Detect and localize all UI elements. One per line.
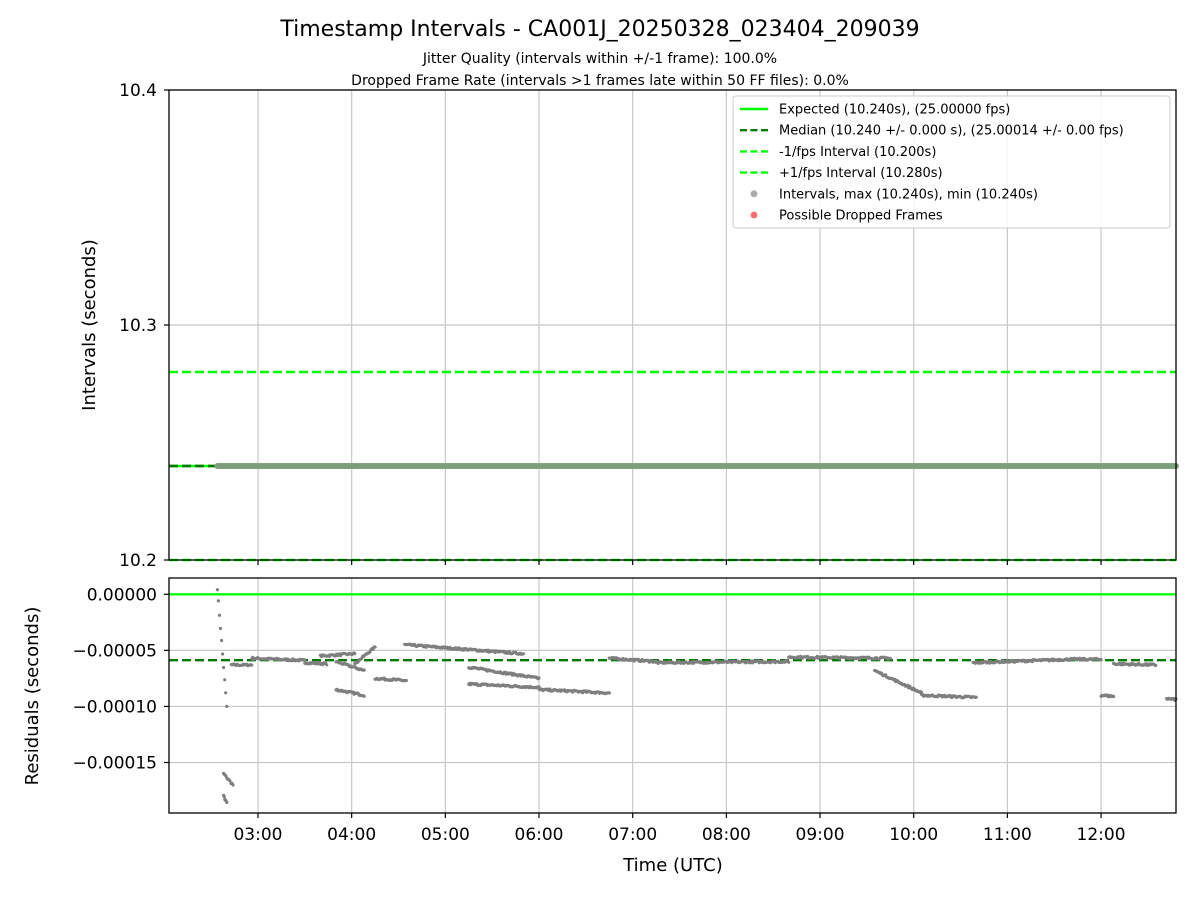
residual-point (224, 774, 228, 778)
x-axis-ticks: 03:00 04:00 05:00 06:00 07:00 08:00 09:00 10:00… (233, 813, 1126, 845)
legend-label: +1/fps Interval (10.280s) (779, 166, 943, 181)
residuals-grid (169, 578, 1176, 813)
residual-point (222, 665, 226, 670)
intervals-y-ticks: 10.2 10.3 10.4 (119, 81, 1102, 571)
residual-point (888, 656, 892, 660)
residual-point (250, 663, 254, 667)
residual-point (221, 652, 225, 656)
residuals-y-axis-label: Residuals (seconds) (22, 607, 43, 786)
x-tick-label: 08:00 (702, 825, 751, 845)
residual-point (222, 795, 226, 799)
x-tick-label: 12:00 (1077, 825, 1126, 845)
residual-point (228, 779, 232, 783)
residual-point (303, 658, 307, 662)
residual-point (371, 647, 375, 652)
residuals-y-tick-label: 0.00000 (87, 585, 157, 605)
residual-point (217, 613, 222, 617)
legend-marker (750, 211, 758, 219)
legend-label: Expected (10.240s), (25.00000 fps) (779, 103, 1010, 118)
residual-point (362, 694, 366, 698)
x-axis-label: Time (UTC) (622, 855, 723, 876)
residuals-y-ticks: 0.00000 −0.00005 −0.00010 −0.00015 (72, 585, 169, 774)
legend-label: Intervals, max (10.240s), min (10.240s) (779, 187, 1038, 202)
residuals-y-tick-label: −0.00010 (72, 697, 157, 717)
residual-point (220, 638, 224, 643)
residual-point (218, 626, 223, 631)
residual-point (223, 678, 227, 682)
x-tick-label: 06:00 (515, 825, 564, 845)
legend: Expected (10.240s), (25.00000 fps) Median… (732, 95, 1171, 229)
x-tick-label: 09:00 (796, 825, 845, 845)
residual-point (225, 704, 229, 709)
x-tick-label: 04:00 (327, 825, 376, 845)
intervals-y-tick-label: 10.2 (119, 551, 157, 571)
legend-box (732, 95, 1171, 229)
legend-label: Possible Dropped Frames (779, 209, 943, 224)
legend-label: -1/fps Interval (10.200s) (779, 145, 936, 160)
residuals-frame (168, 577, 1177, 814)
residual-point (974, 695, 978, 699)
residual-point (353, 652, 357, 656)
chart-subtitle-dropped: Dropped Frame Rate (intervals >1 frames … (351, 73, 849, 89)
residual-point (1154, 663, 1158, 668)
legend-label: Median (10.240 +/- 0.000 s), (25.00014 +… (779, 124, 1124, 139)
residual-point (362, 668, 366, 672)
residual-point (787, 660, 791, 664)
intervals-y-tick-label: 10.3 (119, 316, 157, 336)
residual-point (521, 652, 526, 656)
residual-point (537, 676, 541, 680)
x-tick-label: 03:00 (233, 825, 282, 845)
residual-point (404, 678, 408, 683)
residuals-y-tick-label: −0.00005 (72, 641, 157, 661)
intervals-y-tick-label: 10.4 (119, 81, 157, 101)
chart-subtitle-jitter: Jitter Quality (intervals within +/-1 fr… (422, 51, 777, 67)
residual-point (215, 588, 219, 592)
residual-point (607, 691, 611, 695)
residuals-y-tick-label: −0.00015 (72, 754, 157, 774)
x-tick-label: 05:00 (421, 825, 470, 845)
intervals-panel: 10.2 10.3 10.4 Intervals (seconds) (79, 81, 1179, 571)
chart-title: Timestamp Intervals - CA001J_20250328_02… (279, 17, 919, 42)
residual-point (325, 663, 329, 667)
residual-point (1099, 658, 1103, 662)
residual-point (373, 645, 377, 649)
residual-point (216, 599, 220, 603)
residual-point (1112, 694, 1116, 699)
residuals-points (215, 588, 1178, 805)
legend-marker (750, 190, 758, 198)
x-tick-label: 07:00 (608, 825, 657, 845)
residual-point (225, 800, 229, 805)
x-tick-label: 10:00 (889, 825, 938, 845)
residuals-panel: 0.00000 −0.00005 −0.00010 −0.00015 03:00 04:… (22, 577, 1178, 876)
residual-point (224, 691, 228, 695)
residual-point (231, 783, 235, 787)
x-tick-label: 11:00 (983, 825, 1032, 845)
intervals-y-axis-label: Intervals (seconds) (79, 239, 100, 411)
